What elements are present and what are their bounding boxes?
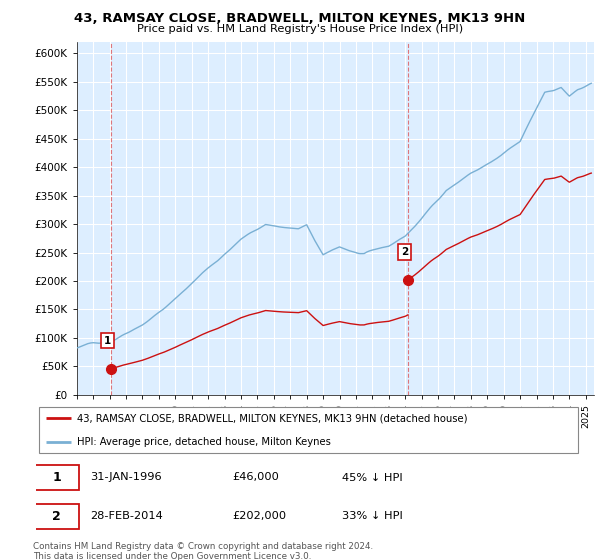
Text: 2: 2	[52, 510, 61, 523]
FancyBboxPatch shape	[39, 408, 578, 452]
Text: £46,000: £46,000	[233, 473, 280, 483]
Text: 43, RAMSAY CLOSE, BRADWELL, MILTON KEYNES, MK13 9HN (detached house): 43, RAMSAY CLOSE, BRADWELL, MILTON KEYNE…	[77, 413, 467, 423]
Text: 1: 1	[104, 336, 112, 346]
Text: 33% ↓ HPI: 33% ↓ HPI	[342, 511, 403, 521]
Text: Price paid vs. HM Land Registry's House Price Index (HPI): Price paid vs. HM Land Registry's House …	[137, 24, 463, 34]
Text: £202,000: £202,000	[233, 511, 287, 521]
Text: 45% ↓ HPI: 45% ↓ HPI	[342, 473, 403, 483]
FancyBboxPatch shape	[35, 465, 79, 489]
Text: 1: 1	[52, 471, 61, 484]
Text: 31-JAN-1996: 31-JAN-1996	[91, 473, 162, 483]
Text: 43, RAMSAY CLOSE, BRADWELL, MILTON KEYNES, MK13 9HN: 43, RAMSAY CLOSE, BRADWELL, MILTON KEYNE…	[74, 12, 526, 25]
Text: HPI: Average price, detached house, Milton Keynes: HPI: Average price, detached house, Milt…	[77, 437, 331, 447]
FancyBboxPatch shape	[35, 505, 79, 529]
Text: 28-FEB-2014: 28-FEB-2014	[91, 511, 163, 521]
Text: 2: 2	[401, 247, 408, 257]
Text: Contains HM Land Registry data © Crown copyright and database right 2024.
This d: Contains HM Land Registry data © Crown c…	[33, 542, 373, 560]
